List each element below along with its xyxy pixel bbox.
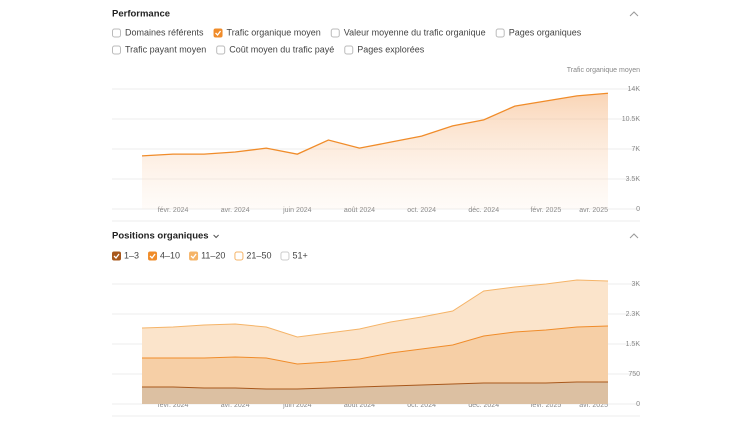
x-tick-label: août 2024 [344, 402, 375, 409]
check-mark [149, 253, 156, 259]
collapse-toggle[interactable] [629, 11, 639, 17]
checkbox[interactable] [189, 251, 199, 261]
x-tick-label: déc. 2024 [468, 402, 499, 409]
y-tick-label: 7K [631, 146, 640, 153]
option-label[interactable]: Trafic payant moyen [125, 44, 206, 54]
legend-label[interactable]: 11–20 [201, 250, 225, 260]
y-tick-label: 0 [636, 401, 640, 408]
x-tick-label: avr. 2025 [579, 402, 608, 409]
option-label[interactable]: Trafic organique moyen [227, 27, 321, 37]
option-label[interactable]: Coût moyen du trafic payé [229, 44, 334, 54]
x-tick-label: juin 2024 [282, 402, 312, 409]
y-tick-label: 1.5K [626, 341, 641, 348]
x-tick-label: févr. 2025 [530, 207, 561, 214]
y-tick-label: 2.3K [626, 311, 641, 318]
checkbox[interactable] [112, 28, 121, 38]
x-tick-label: déc. 2024 [468, 207, 499, 214]
dropdown-toggle[interactable] [213, 234, 219, 239]
legend-label[interactable]: 4–10 [160, 250, 180, 260]
x-tick-label: oct. 2024 [407, 207, 436, 214]
checkbox[interactable] [112, 45, 121, 55]
option-label[interactable]: Pages explorées [357, 44, 425, 54]
line [142, 325, 609, 365]
checkbox[interactable] [148, 251, 158, 261]
x-tick-label: févr. 2025 [530, 402, 561, 409]
checkbox[interactable] [280, 251, 290, 261]
line [141, 279, 609, 338]
area [142, 280, 608, 364]
checkbox[interactable] [344, 45, 354, 55]
check-mark [190, 253, 197, 259]
y-tick-label: 750 [628, 371, 640, 378]
option-label[interactable]: Domaines référents [125, 27, 204, 37]
x-tick-label: févr. 2024 [158, 402, 189, 409]
checkbox[interactable] [112, 251, 121, 261]
checkbox[interactable] [234, 251, 244, 261]
option-label[interactable]: Valeur moyenne du trafic organique [344, 27, 486, 37]
area [142, 93, 608, 209]
x-tick-label: avr. 2024 [221, 402, 250, 409]
checkbox[interactable] [213, 28, 223, 38]
line [142, 381, 608, 390]
check-mark [215, 30, 222, 36]
y-tick-label: 3K [631, 281, 640, 288]
x-tick-label: août 2024 [344, 207, 375, 214]
check-mark [113, 253, 120, 259]
section-title: Performance [112, 9, 170, 20]
area [142, 382, 608, 404]
x-tick-label: avr. 2025 [579, 207, 608, 214]
checkbox[interactable] [495, 28, 505, 38]
y-tick-label: 14K [628, 86, 641, 93]
x-tick-label: févr. 2024 [158, 207, 189, 214]
x-tick-label: avr. 2024 [221, 207, 250, 214]
line [141, 92, 609, 157]
y-axis-label: Trafic organique moyen [567, 67, 640, 74]
checkbox[interactable] [330, 28, 340, 38]
section-title: Positions organiques [112, 231, 209, 242]
option-label[interactable]: Pages organiques [509, 27, 582, 37]
x-tick-label: oct. 2024 [407, 402, 436, 409]
legend-label[interactable]: 51+ [292, 250, 307, 260]
y-tick-label: 10.5K [622, 116, 641, 123]
area [142, 326, 608, 389]
x-tick-label: juin 2024 [282, 207, 312, 214]
legend-label[interactable]: 1–3 [124, 250, 139, 260]
legend-label[interactable]: 21–50 [246, 250, 271, 260]
checkbox[interactable] [216, 45, 226, 55]
y-tick-label: 3.5K [626, 176, 641, 183]
y-tick-label: 0 [636, 206, 640, 213]
collapse-toggle[interactable] [629, 233, 639, 239]
